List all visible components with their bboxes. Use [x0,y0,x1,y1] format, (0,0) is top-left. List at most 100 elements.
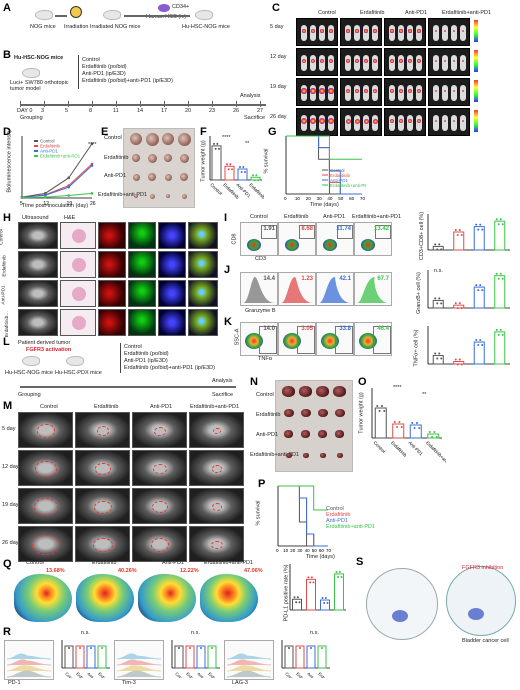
text-irradiated-mice: Irradiated NOG mice [90,24,141,30]
x-tick-label: 20 [290,548,296,553]
r-ns3: n.s. [310,630,319,636]
data-point [231,168,233,171]
tumor [179,153,189,163]
data-point [216,142,219,145]
overlay-svg [116,653,162,678]
x-tick-label: Erdafitinib [295,671,312,678]
histogram-curve [6,653,52,660]
timeline-tick [44,101,45,107]
mouse-silhouette [398,115,404,131]
bar [295,645,305,669]
l-host2: Hu-HSC-PDX mice [55,370,102,376]
mouse-icon [103,10,121,20]
timeline-tick [20,101,21,107]
chart-j [427,270,510,310]
bli-image [428,48,470,76]
bli-signal [443,89,447,93]
m-row-19: 19 day [2,502,19,508]
data-point [240,171,243,173]
timeline-tick [164,101,165,107]
survival-curve [278,485,328,547]
bli-signal [417,59,421,63]
data-point [337,575,340,578]
c-col-erda: Erdafitinib [360,10,385,16]
group-erda: Erdafitinib (po/bid) [82,64,127,70]
h-row-label: Control [0,229,5,245]
survival-curve [278,485,328,511]
tumor-outline [211,540,223,550]
timeline-day: 5 [65,108,69,114]
tumor-outline [37,424,55,438]
data-point [44,193,47,197]
mouse-silhouette [442,25,448,41]
mouse-silhouette [301,25,307,41]
timeline-tick [188,101,189,107]
gate-value: 11.74 [336,226,351,232]
bar [453,360,465,365]
data-point [398,421,401,423]
timeline-day: 27 [257,108,264,114]
q-col-erda: Erdafitinib [92,560,117,566]
data-point [499,272,502,275]
data-point [242,166,245,168]
bar [432,355,444,365]
x-tick-label: Control [64,671,77,678]
data-point [310,576,313,579]
data-point [431,436,434,438]
data-point [244,171,246,173]
data-point [229,163,232,166]
data-point [295,601,298,604]
legend-label: Anti-PD1 [40,149,59,154]
histology-image [98,309,126,336]
data-point [326,602,329,605]
mouse-silhouette [407,115,413,131]
data-point [454,302,457,305]
data-point [438,297,441,300]
bli-signal [311,29,315,33]
histology-image [158,309,186,336]
gate-value: 3.05 [301,326,313,332]
flow-plot: 3.05 [278,322,316,356]
bli-image [296,108,338,136]
x-tick-label: 19 [67,201,73,207]
panel-label-f: F [200,126,207,138]
h-col-us: Ultrasound [22,215,49,221]
gate [299,225,315,239]
mouse-silhouette [442,115,448,131]
x-tick-label: Control [174,671,187,678]
panel-label-j: J [224,264,231,276]
c-row-19: 19 day [270,84,287,90]
p-leg-combo: Erdafitinib+anti-PD1 [326,524,376,530]
data-point [309,581,312,584]
m-col-antipd1: Anti-PD1 [150,404,173,410]
data-point [497,333,500,336]
tumor [132,154,140,162]
tumor [132,173,140,181]
tumor-outline [150,538,170,552]
data-point [218,147,220,150]
data-point [497,277,500,280]
histogram: 67.7 [354,272,392,306]
data-point [434,243,437,246]
panel-label-b: B [3,49,11,61]
population [359,333,377,349]
gate [259,326,277,354]
p-leg-control: Control [326,506,344,512]
ultrasound-image [18,222,58,249]
bli-signal [373,59,377,63]
bli-image [384,48,426,76]
bli-signal [452,89,456,93]
bli-signal [319,118,325,124]
text-hu-hsc-nog: Hu-HSC-NOG mice [182,24,230,30]
x-tick-label: 10 [295,196,301,201]
data-point [67,176,70,180]
flow-plot: 14.0 [240,322,278,356]
f-ylabel: Tumor weight (g) [200,140,207,182]
data-point [67,185,70,189]
arrow-a1 [55,15,67,17]
data-point [460,307,463,310]
bli-signal [372,88,378,94]
r-ns2: n.s. [191,630,200,636]
group-combo: Erdafitinib (po/bid)+anti-PD1 (ip/E3D) [82,78,173,84]
e-row-control: Control [104,135,122,141]
